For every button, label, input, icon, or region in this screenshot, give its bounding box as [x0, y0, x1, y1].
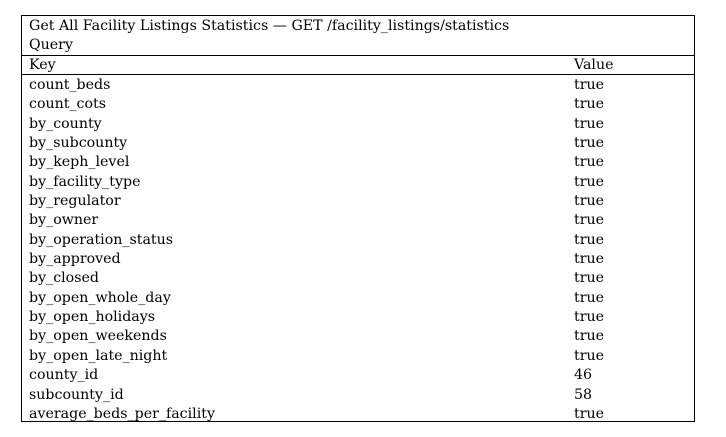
- row-value: true: [574, 405, 605, 422]
- table-row: by_owner true: [22, 211, 694, 230]
- row-key: by_county: [29, 115, 102, 132]
- row-value: true: [574, 270, 605, 287]
- row-key: by_facility_type: [29, 173, 141, 190]
- row-key: by_keph_level: [29, 154, 130, 171]
- table-title: Get All Facility Listings Statistics — G…: [29, 18, 510, 34]
- row-key: average_beds_per_facility: [29, 405, 215, 422]
- column-header-key: Key: [29, 57, 56, 73]
- table-row: by_county true: [22, 115, 694, 134]
- row-value: true: [574, 96, 605, 113]
- table-row: by_approved true: [22, 250, 694, 269]
- section-label: Query: [29, 37, 73, 53]
- row-key: by_open_whole_day: [29, 289, 171, 306]
- row-key: by_owner: [29, 212, 99, 229]
- row-value: true: [574, 231, 605, 248]
- table-row: count_beds true: [22, 76, 694, 95]
- table-row: by_open_weekends true: [22, 327, 694, 346]
- table-body: count_beds true count_cots true by_county tru…: [22, 76, 694, 424]
- table-row: subcounty_id 58: [22, 386, 694, 405]
- table-row: by_open_holidays true: [22, 308, 694, 327]
- row-value: true: [574, 154, 605, 171]
- table-row: by_operation_status true: [22, 231, 694, 250]
- row-value: true: [574, 173, 605, 190]
- row-key: subcounty_id: [29, 386, 124, 403]
- row-value: true: [574, 212, 605, 229]
- table-row: by_facility_type true: [22, 173, 694, 192]
- query-parameters-table: Get All Facility Listings Statistics — G…: [21, 15, 695, 422]
- table-row: average_beds_per_facility true: [22, 405, 694, 424]
- row-key: by_subcounty: [29, 135, 128, 152]
- row-key: by_closed: [29, 270, 99, 287]
- table-row: by_keph_level true: [22, 153, 694, 172]
- table-row: by_open_whole_day true: [22, 289, 694, 308]
- row-key: by_regulator: [29, 193, 121, 210]
- row-value: true: [574, 77, 605, 93]
- row-key: count_cots: [29, 96, 107, 113]
- table-row: by_closed true: [22, 269, 694, 288]
- table-row: county_id 46: [22, 366, 694, 385]
- header-top-rule: [22, 55, 694, 56]
- header-bottom-rule: [22, 74, 694, 75]
- table-row: by_subcounty true: [22, 134, 694, 153]
- row-value: true: [574, 309, 605, 326]
- row-key: by_open_late_night: [29, 347, 168, 364]
- row-key: county_id: [29, 367, 99, 384]
- row-value: true: [574, 115, 605, 132]
- row-value: true: [574, 347, 605, 364]
- column-header-value: Value: [574, 57, 614, 73]
- row-value: 58: [574, 386, 593, 403]
- row-value: 46: [574, 367, 593, 384]
- table-row: by_regulator true: [22, 192, 694, 211]
- row-key: by_open_holidays: [29, 309, 156, 326]
- row-key: count_beds: [29, 77, 111, 93]
- row-key: by_operation_status: [29, 231, 174, 248]
- row-value: true: [574, 328, 605, 345]
- row-value: true: [574, 193, 605, 210]
- row-value: true: [574, 251, 605, 268]
- row-key: by_approved: [29, 251, 121, 268]
- row-key: by_open_weekends: [29, 328, 167, 345]
- table-row: count_cots true: [22, 95, 694, 114]
- row-value: true: [574, 135, 605, 152]
- table-row: by_open_late_night true: [22, 347, 694, 366]
- row-value: true: [574, 289, 605, 306]
